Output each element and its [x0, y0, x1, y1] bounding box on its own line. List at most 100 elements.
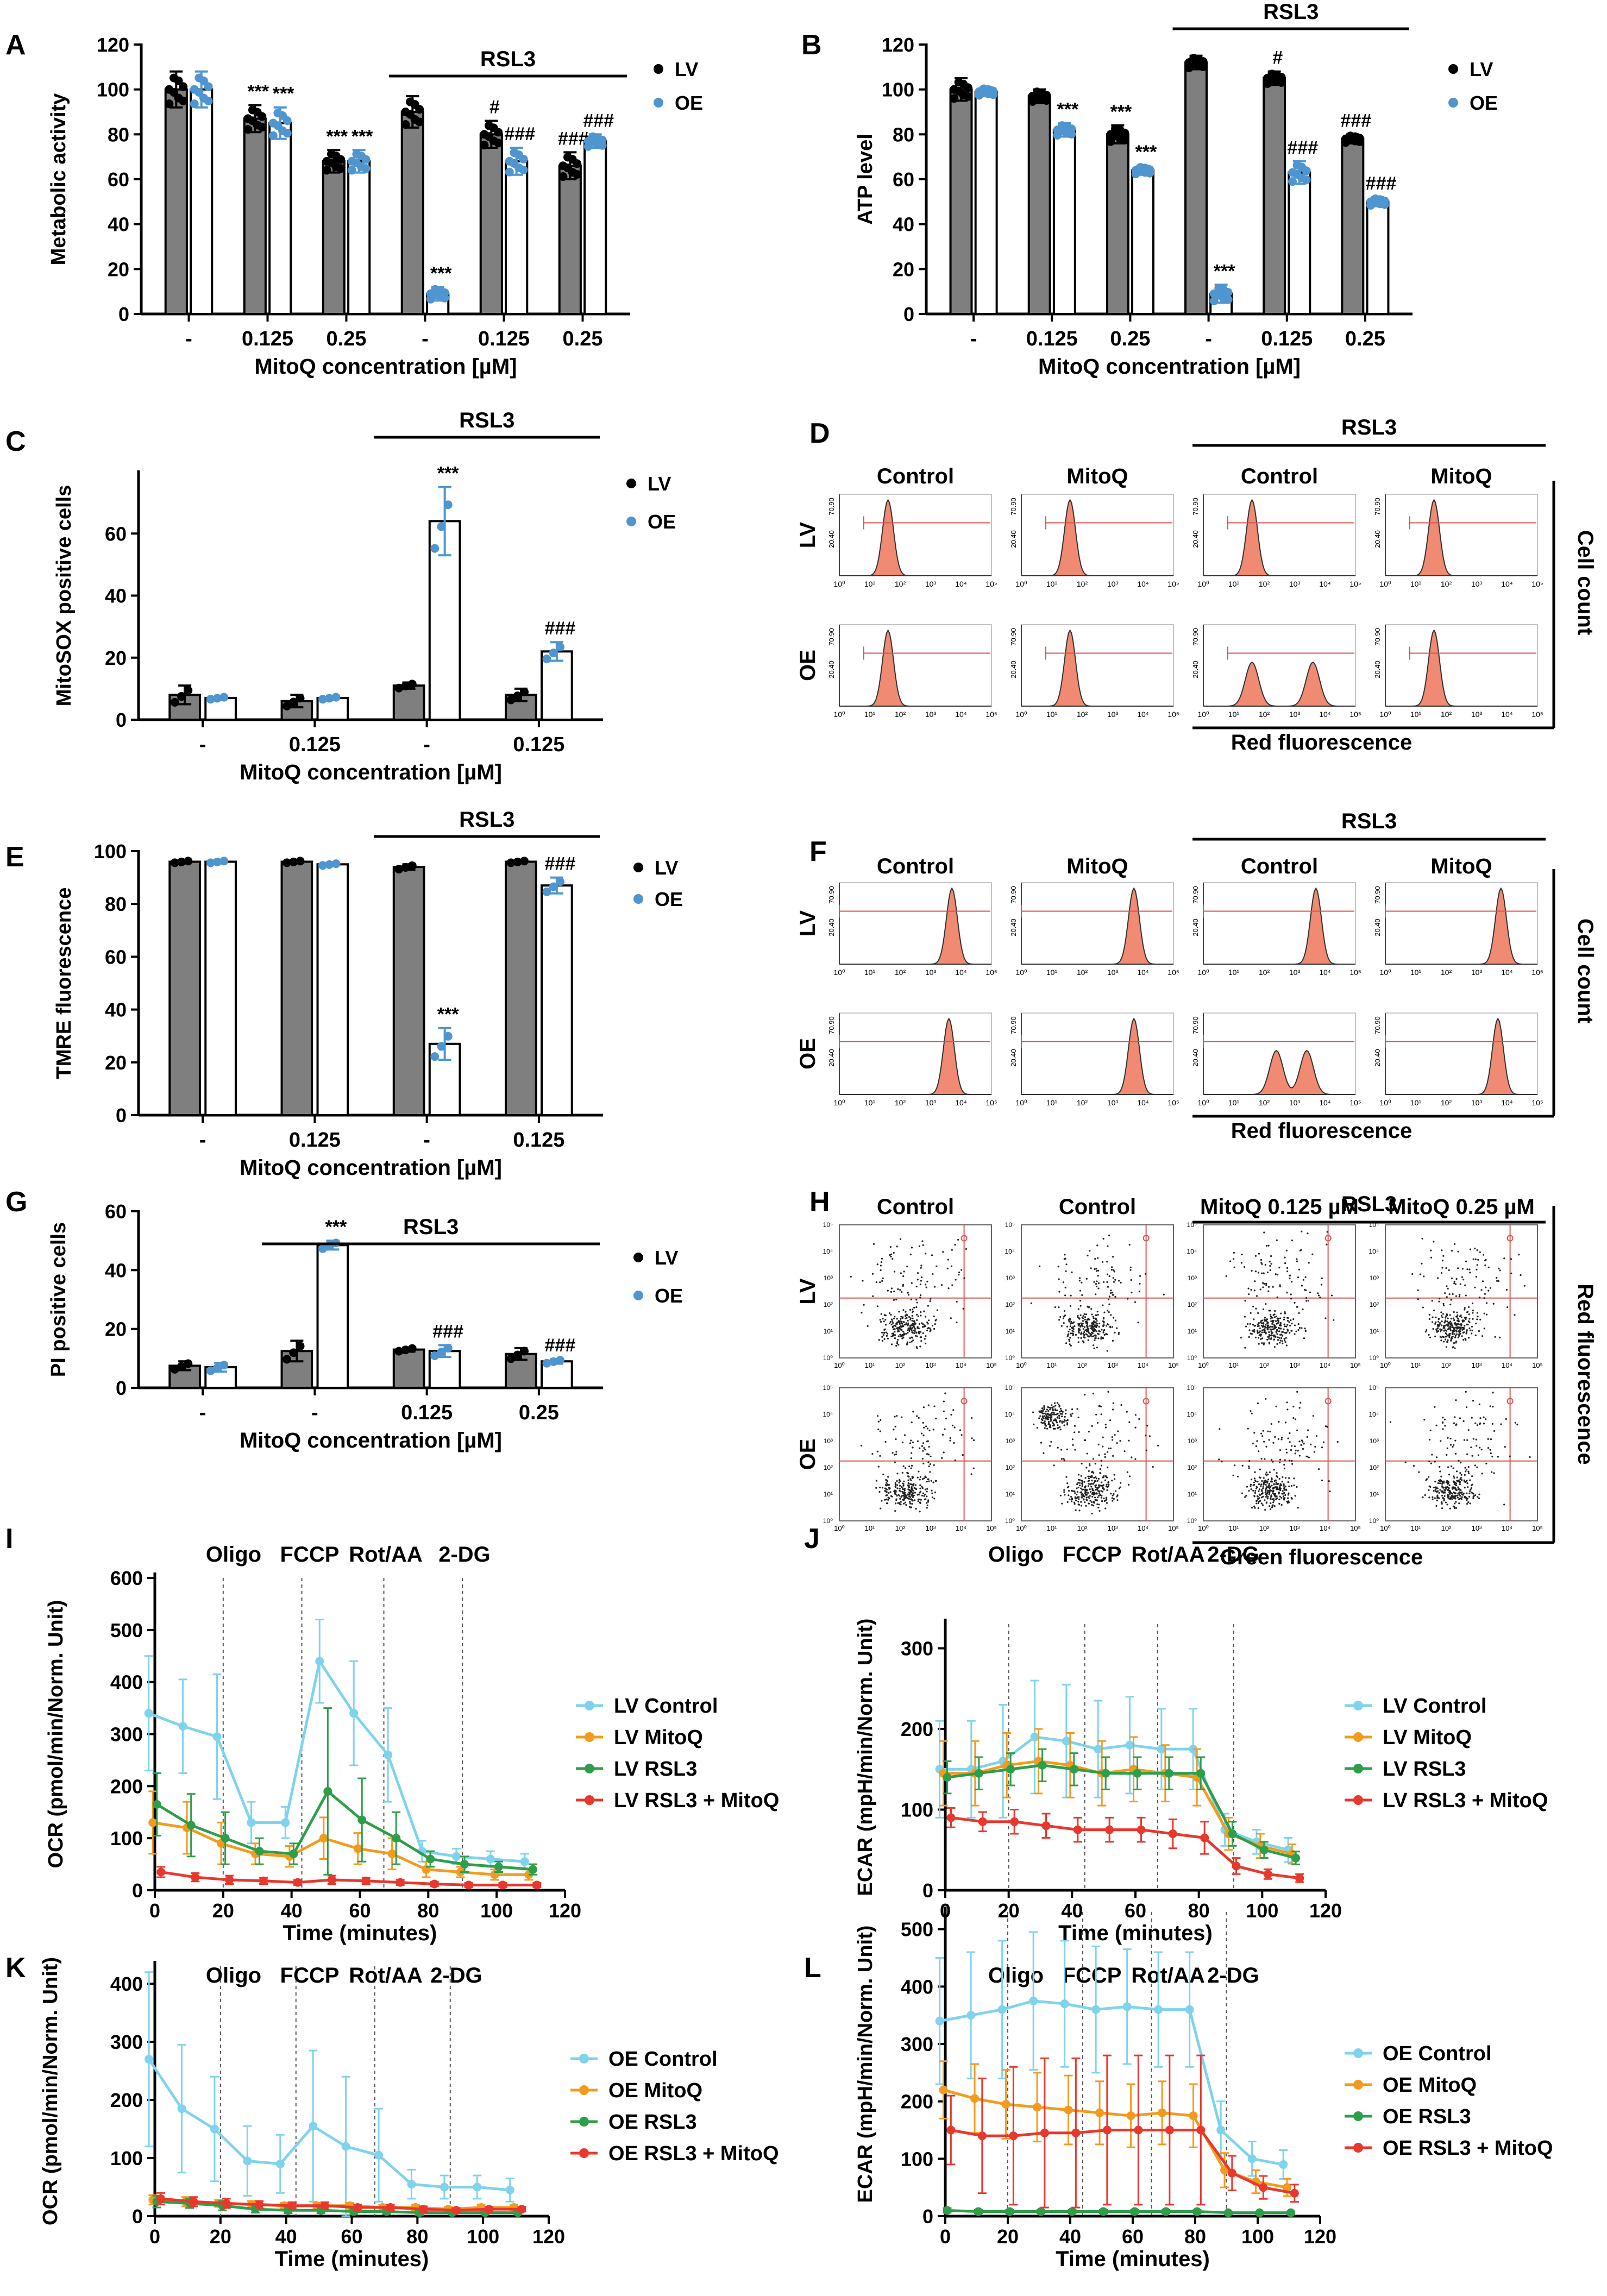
- y-axis-title: Cell count: [1573, 530, 1597, 635]
- event-dot: [1454, 1335, 1457, 1337]
- event-dot: [1278, 1267, 1280, 1269]
- event-dot: [1523, 1285, 1526, 1287]
- event-dot: [1459, 1478, 1461, 1480]
- event-dot: [1446, 1504, 1448, 1506]
- legend-label: OE Control: [608, 2048, 718, 2071]
- event-dot: [1286, 1292, 1288, 1294]
- x-axis-label: Time (minutes): [1056, 2247, 1210, 2271]
- event-dot: [1263, 1342, 1265, 1344]
- event-dot: [1458, 1319, 1460, 1322]
- event-dot: [1428, 1438, 1431, 1441]
- event-dot: [1520, 1274, 1522, 1276]
- event-dot: [1283, 1498, 1285, 1500]
- event-dot: [1078, 1498, 1080, 1500]
- event-dot: [1270, 1502, 1272, 1505]
- event-dot: [1060, 1410, 1063, 1412]
- event-dot: [1263, 1440, 1265, 1443]
- event-dot: [905, 1322, 907, 1324]
- event-dot: [924, 1493, 926, 1495]
- event-dot: [1061, 1420, 1063, 1423]
- column-header: Control: [877, 464, 954, 488]
- plot-frame: [1385, 882, 1538, 965]
- event-dot: [917, 1499, 919, 1501]
- data-point: [206, 1366, 215, 1375]
- event-dot: [1241, 1464, 1244, 1467]
- y-tick-label: 400: [110, 1973, 143, 1995]
- event-dot: [1478, 1330, 1480, 1332]
- event-dot: [1302, 1279, 1304, 1281]
- event-dot: [911, 1499, 913, 1501]
- legend-label: LV RSL3: [614, 1758, 697, 1781]
- significance-label: ###: [1366, 173, 1397, 194]
- event-dot: [1112, 1494, 1114, 1496]
- event-dot: [1428, 1489, 1430, 1492]
- event-dot: [1314, 1445, 1316, 1448]
- event-dot: [1074, 1503, 1076, 1505]
- event-dot: [919, 1331, 922, 1333]
- event-dot: [1054, 1408, 1057, 1411]
- data-point: [325, 694, 334, 703]
- event-dot: [932, 1273, 934, 1275]
- data-point: [248, 105, 257, 115]
- event-dot: [1449, 1326, 1452, 1328]
- event-dot: [899, 1238, 902, 1240]
- event-dot: [1305, 1297, 1308, 1299]
- data-point: [247, 1818, 256, 1827]
- event-dot: [1273, 1480, 1276, 1482]
- legend-label: OE: [675, 92, 703, 114]
- event-dot: [1468, 1495, 1471, 1498]
- event-dot: [1049, 1408, 1051, 1411]
- event-dot: [917, 1476, 919, 1479]
- event-dot: [1467, 1501, 1470, 1504]
- event-dot: [1111, 1497, 1113, 1499]
- event-dot: [916, 1313, 918, 1316]
- y-tick-label: 0: [132, 2205, 143, 2228]
- event-dot: [1326, 1426, 1328, 1428]
- event-dot: [900, 1272, 902, 1274]
- event-dot: [1263, 1331, 1265, 1333]
- event-dot: [1442, 1428, 1444, 1430]
- event-dot: [878, 1490, 881, 1493]
- event-dot: [882, 1318, 884, 1320]
- event-dot: [918, 1417, 920, 1419]
- event-dot: [1317, 1294, 1320, 1297]
- event-dot: [1438, 1497, 1440, 1499]
- event-dot: [1087, 1254, 1089, 1257]
- event-dot: [1107, 1298, 1109, 1300]
- series-line: [943, 1759, 1292, 1855]
- data-point: [341, 2142, 350, 2151]
- event-dot: [1112, 1292, 1114, 1294]
- event-dot: [1112, 1402, 1114, 1404]
- event-dot: [1095, 1484, 1097, 1487]
- plot-tick: 10⁵: [1005, 1384, 1015, 1392]
- data-point: [1380, 197, 1389, 206]
- data-point: [1032, 87, 1041, 97]
- event-dot: [912, 1492, 914, 1494]
- event-dot: [1093, 1344, 1095, 1347]
- event-dot: [1287, 1497, 1289, 1499]
- event-dot: [1272, 1501, 1275, 1504]
- data-point: [1111, 124, 1120, 133]
- event-dot: [1080, 1322, 1082, 1324]
- event-dot: [922, 1478, 924, 1480]
- data-point: [401, 1345, 410, 1355]
- event-dot: [1456, 1311, 1458, 1313]
- data-point: [977, 2131, 987, 2141]
- event-dot: [905, 1315, 907, 1317]
- event-dot: [950, 1413, 952, 1416]
- event-dot: [1093, 1347, 1095, 1349]
- plot-tick: 10⁰: [1369, 1517, 1379, 1525]
- event-dot: [1091, 1476, 1093, 1478]
- event-dot: [1064, 1257, 1066, 1260]
- event-dot: [1305, 1289, 1307, 1292]
- significance-label: ***: [325, 1217, 347, 1237]
- event-dot: [1442, 1421, 1444, 1423]
- event-dot: [947, 1287, 950, 1289]
- event-dot: [1271, 1317, 1273, 1319]
- column-header: MitoQ 0.25 µM: [1388, 1195, 1535, 1219]
- event-dot: [1089, 1250, 1091, 1252]
- series-line: [950, 2129, 1295, 2195]
